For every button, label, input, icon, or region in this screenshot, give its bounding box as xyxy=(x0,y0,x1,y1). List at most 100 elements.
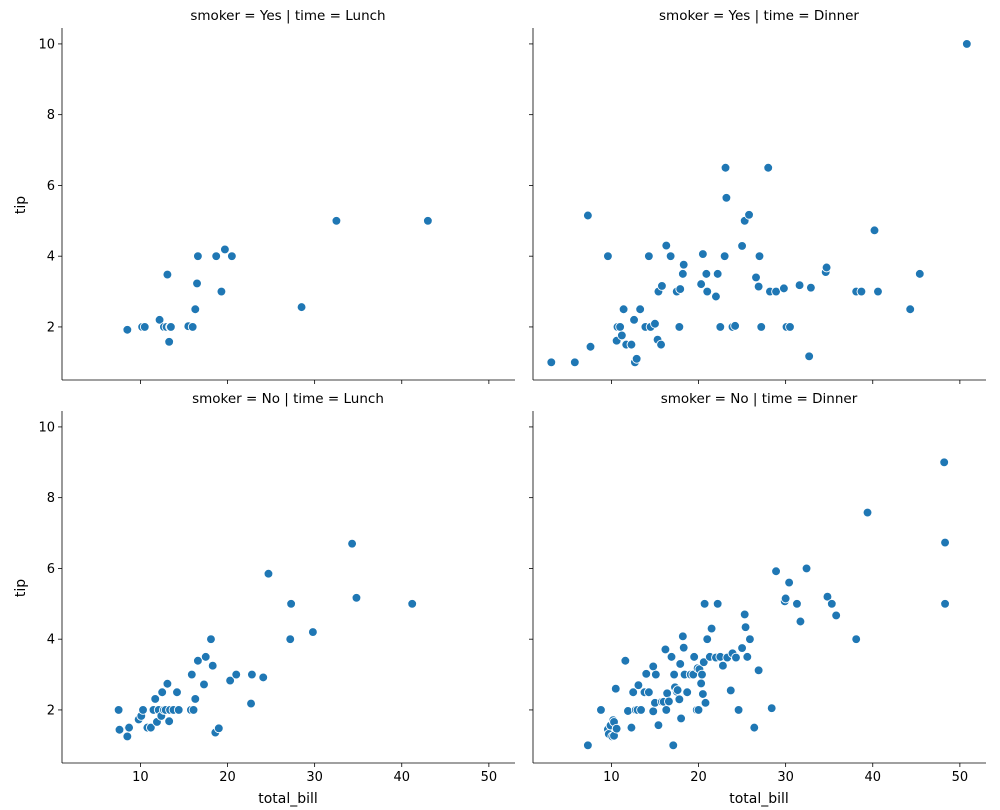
data-point xyxy=(199,679,209,690)
data-point xyxy=(213,723,224,734)
data-point xyxy=(826,598,837,609)
data-point xyxy=(644,687,654,698)
x-tick-label: 20 xyxy=(219,770,236,785)
data-point xyxy=(851,634,862,645)
data-point xyxy=(200,652,211,662)
y-tick-label: 8 xyxy=(47,491,55,506)
data-point xyxy=(162,269,173,280)
data-point xyxy=(784,577,794,588)
y-tick-label: 10 xyxy=(38,37,55,52)
data-point xyxy=(187,322,198,332)
data-point xyxy=(792,598,802,609)
x-tick-label: 10 xyxy=(603,770,620,785)
data-point xyxy=(660,644,671,655)
data-point xyxy=(711,291,721,302)
data-point xyxy=(351,592,362,603)
panel-yes-dinner: smoker = Yes | time = Dinner xyxy=(529,8,986,384)
data-point xyxy=(733,705,744,715)
data-point xyxy=(745,634,755,645)
data-point xyxy=(617,330,627,341)
x-axis-label: total_bill xyxy=(258,791,318,807)
data-point xyxy=(795,616,806,627)
data-point xyxy=(744,209,754,220)
data-point xyxy=(220,244,230,255)
data-point xyxy=(661,240,672,251)
data-point xyxy=(618,304,629,315)
data-point xyxy=(193,251,203,262)
data-point xyxy=(730,321,740,331)
data-point xyxy=(712,269,723,279)
data-point xyxy=(699,598,710,609)
data-point xyxy=(648,706,659,717)
data-point xyxy=(193,655,203,666)
data-point xyxy=(139,322,150,332)
data-point xyxy=(216,286,227,297)
data-point xyxy=(698,249,708,259)
data-point xyxy=(753,281,764,292)
data-point xyxy=(698,657,709,668)
data-point xyxy=(635,304,646,315)
data-point xyxy=(596,705,606,715)
data-point xyxy=(731,652,741,663)
data-point xyxy=(247,669,257,680)
data-point xyxy=(706,623,717,634)
x-tick-label: 30 xyxy=(306,770,323,785)
y-tick-label: 6 xyxy=(47,179,55,194)
data-point xyxy=(188,705,199,715)
data-point xyxy=(138,705,148,715)
data-point xyxy=(296,302,307,312)
x-tick-label: 10 xyxy=(132,770,149,785)
data-point xyxy=(636,705,646,715)
data-point xyxy=(157,687,168,698)
data-point xyxy=(905,304,916,315)
data-point xyxy=(676,713,686,724)
data-point xyxy=(914,269,925,279)
data-point xyxy=(648,661,659,672)
data-point xyxy=(831,610,842,621)
data-point xyxy=(696,678,706,689)
panel-title: smoker = Yes | time = Dinner xyxy=(659,8,859,24)
data-point xyxy=(172,687,182,698)
data-point xyxy=(821,262,832,273)
data-point xyxy=(693,705,704,715)
data-point xyxy=(749,722,760,733)
data-point xyxy=(546,357,557,368)
y-tick-label: 2 xyxy=(47,703,55,718)
data-point xyxy=(804,351,815,362)
data-point xyxy=(740,622,751,633)
data-point xyxy=(650,318,660,329)
data-point xyxy=(653,720,664,730)
y-tick-label: 4 xyxy=(47,633,55,648)
data-point xyxy=(231,669,242,680)
data-point xyxy=(629,315,639,325)
data-point xyxy=(674,322,685,332)
data-point xyxy=(780,593,791,604)
x-tick-label: 30 xyxy=(777,770,794,785)
x-tick-label: 20 xyxy=(690,770,707,785)
data-point xyxy=(407,598,418,609)
data-point xyxy=(766,703,777,714)
data-point xyxy=(285,634,296,645)
data-point xyxy=(583,210,593,221)
panel-title: smoker = No | time = Lunch xyxy=(192,391,384,407)
data-point xyxy=(754,251,765,262)
data-point xyxy=(862,507,873,518)
data-point xyxy=(641,669,652,679)
data-point xyxy=(662,688,673,699)
data-point xyxy=(801,563,812,574)
data-point xyxy=(225,675,235,686)
data-point xyxy=(308,627,318,637)
data-point xyxy=(806,282,816,293)
x-axis-label: total_bill xyxy=(729,791,789,807)
data-point xyxy=(122,731,133,742)
data-point xyxy=(702,286,713,297)
data-point xyxy=(192,278,202,289)
data-point xyxy=(677,631,688,642)
data-point xyxy=(771,566,781,577)
data-point xyxy=(940,537,950,548)
data-point xyxy=(615,322,625,332)
data-point xyxy=(286,598,296,609)
data-point xyxy=(669,669,679,680)
data-point xyxy=(742,652,753,662)
